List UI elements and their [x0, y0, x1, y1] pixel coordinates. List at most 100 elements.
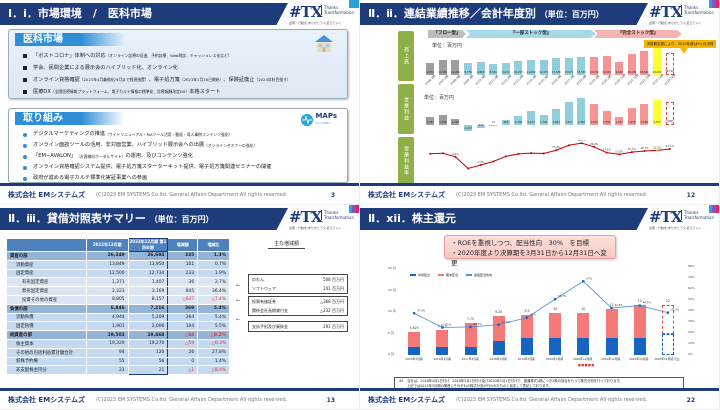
profit-bar: 4,569 — [575, 95, 588, 140]
svg-text:32.0%: 32.0% — [577, 140, 586, 142]
sales-bar: 9,818 — [474, 45, 487, 75]
dividend-bar: 9.5 — [513, 267, 541, 355]
corner-color-bars — [709, 0, 719, 8]
dividend-bar: 12 — [626, 267, 654, 355]
page-number: 13 — [326, 396, 335, 404]
balance-sheet-table: 2022年12月期 2023年12月期 第1四半期 増減額 増減比 資産の部 26… — [6, 238, 230, 376]
profit-bar: 71 — [489, 120, 498, 125]
copyright: (C)2023 EM SYSTEMS Co.ltd. General Affai… — [96, 192, 288, 198]
pulse-icon — [301, 114, 314, 126]
table-row: 資産の部 26,349 26,684 335 1.3% — [6, 251, 230, 261]
sales-bar: 9,840 — [613, 45, 626, 75]
bullet-item: 医療DX （全国医療情報プラットフォーム、電子カルテ情報の標準化、診療報酬改定DX… — [23, 86, 341, 98]
table-row: 非支配株主持分 23 21 △1 △8.4% — [6, 365, 230, 376]
corner-color-bars — [349, 0, 359, 8]
operating-profit-chart: 1,357 1,798 1,050 -1,027 -530 71 925 1,506 2,475… — [424, 95, 686, 140]
sales-bar: 10,257 — [512, 45, 525, 75]
profit-bar: 1,506 — [512, 95, 525, 140]
note-box: 支払手形及び買掛金 291 百万円 — [248, 321, 348, 332]
profit-bar: 2,802 — [550, 95, 563, 140]
sales-chart: 9,070 11,300 11,200 8,776 9,818 8,300 9,010 10,… — [424, 45, 686, 75]
table-row: 固定資産 12,500 12,734 233 1.9% — [6, 268, 230, 279]
table-row: 流動負債 4,944 5,209 264 5.4% — [6, 312, 230, 323]
sales-bar: 13,108 — [550, 45, 563, 75]
panel-heading: 取り組み — [15, 112, 125, 125]
table-row: 無形固定資産 2,323 3,169 845 36.4% — [6, 286, 230, 296]
profit-bar: 2,380 — [600, 95, 613, 140]
sales-bar: 9,010 — [500, 45, 513, 75]
note-box: のれん 508 百万円 ソフトウェア 241 百万円 — [248, 274, 348, 294]
svg-text:67%: 67% — [586, 276, 592, 280]
sales-bar: 13,353 — [575, 45, 588, 75]
svg-text:34%: 34% — [530, 313, 536, 317]
sales-bar: 8,300 — [487, 45, 500, 75]
initiatives-bullets: デジタルマーケティングの推進 （サイトリニューアル・MAツール活用・動画・導入事例… — [23, 129, 341, 184]
arrow-icon: ← — [236, 298, 241, 304]
profit-bar: 4,317 — [651, 95, 664, 140]
bullet-item: 政府が進める電子カルテ標準化実証事業への参画 — [23, 173, 341, 184]
table-row: 負債の部 6,846 7,216 369 5.4% — [6, 303, 230, 314]
profit-bar: 3,977 — [563, 95, 576, 140]
dividend-bar: 7.75 — [456, 267, 484, 355]
sales-bar: 13,139 — [588, 45, 601, 75]
sales-bar: 8,776 — [462, 45, 475, 75]
sales-bar: 14,023 — [600, 45, 613, 75]
bullet-item: オンライン資格確認システム提供、電子処方箋スターターキット提供、電子処方箋関連セ… — [23, 162, 341, 173]
initiatives-panel: 取り組み MAPs for CLINIC デジタルマーケティングの推進 （サイトリニ… — [8, 108, 348, 183]
sales-bar: 11,069 — [525, 45, 538, 75]
legend-interim: 中間配当 — [410, 273, 430, 277]
profit-bar: 1,357 — [613, 95, 626, 140]
slide-consolidated-results: Ⅱ．ⅱ．連結業績推移／会計年度別 （単位：百万円） #TX Thanks Tran… — [360, 0, 720, 205]
table-row: 株主資本 19,329 19,270 △59 △0.3% — [6, 338, 230, 349]
svg-text:38.5%: 38.5% — [671, 308, 680, 312]
fiscal-change-callout: 決算期変更により、2020年度は9ヶ月決算 — [644, 40, 716, 54]
footer-divider — [360, 183, 719, 186]
table-row: 有形固定資産 1,371 1,407 36 2.7% — [6, 277, 230, 288]
profit-bar: 1,357 — [424, 95, 437, 140]
svg-text:25.5%: 25.5% — [474, 322, 483, 326]
company-logo: 株式会社 EMシステムズ — [8, 191, 85, 199]
svg-text:17.0%: 17.0% — [603, 148, 612, 152]
x-axis: 2015年3月期 2016年3月期 2017年3月期 2018年3月期 2019年3月期… — [405, 357, 680, 361]
slide-title: Ⅱ．ⅲ．貸借対照表サマリー （単位：百万円） — [0, 208, 288, 230]
svg-text:-7.9%: -7.9% — [477, 160, 485, 164]
footer-divider — [360, 388, 719, 391]
sales-bar: 9,070 — [424, 45, 437, 75]
tx-logo: #TX Thanks Transformation 患者・行動を'ありがとう'に変… — [649, 208, 715, 230]
svg-text:50.7%: 50.7% — [558, 294, 567, 298]
svg-text:42.8%: 42.8% — [615, 303, 624, 307]
slide-market-environment: Ⅰ．ⅰ．市場環境 / 医科市場 #TX Thanks Transformation… — [0, 0, 360, 205]
maps-logo: MAPs for CLINIC — [301, 113, 337, 127]
table-row: 新株予約権 55 56 0 1.4% — [6, 356, 230, 367]
profit-bar: 1,050 — [449, 95, 462, 140]
profit-bar: 3,950 — [663, 95, 676, 140]
bullet-item: 「ポストコロナ」体制への対応 （オンライン診療の促進、予約診療、Web問診、キャッ… — [23, 50, 341, 62]
slide-footer: 株式会社 EMシステムズ (C)2023 EM SYSTEMS Co.ltd. … — [0, 188, 359, 202]
profit-bar: 3,596 — [638, 95, 651, 140]
dividend-bar: 10 — [541, 267, 569, 355]
notes-title: 主な増減額 — [268, 240, 306, 249]
corner-color-bars — [709, 205, 719, 213]
slide-footer: 株式会社 EMシステムズ (C)2023 EM SYSTEMS Co.ltd. … — [368, 191, 695, 199]
dividend-bar: 10 — [569, 267, 597, 355]
profit-bar: -530 — [476, 124, 485, 129]
table-row: 投資その他の資産 8,805 8,157 △647 △7.4% — [6, 294, 230, 305]
tab-operating-profit: 営業利益 — [398, 84, 414, 134]
page-number: 12 — [686, 191, 695, 199]
operating-margin-chart: 9.4% -7.9% 15.4% 32.0% 29.0% 17.0%13.8% 15.7% 1… — [429, 140, 674, 170]
profit-bar: 3,620 — [588, 95, 601, 140]
arrow-icon: ← — [236, 283, 241, 289]
profit-bar: 2,878 — [626, 95, 639, 140]
bullet-item: デジタルマーケティングの推進 （サイトリニューアル・MAツール活用・動画・導入事例… — [23, 129, 341, 140]
slide-title: Ⅱ．ⅱ．連結業績推移／会計年度別 （単位：百万円） — [360, 3, 648, 25]
footer-divider — [0, 183, 359, 186]
table-row: その他の包括利益累計額合計 94 120 26 27.8% — [6, 347, 230, 358]
slide-footer: 株式会社 EMシステムズ (C)2023 EM SYSTEMS Co.ltd. … — [8, 396, 335, 404]
tx-logo: #TX Thanks Transformation 患者・行動を'ありがとう'に変… — [289, 3, 355, 25]
svg-text:15.4%: 15.4% — [552, 145, 561, 149]
dividend-bar: 5.625 — [400, 267, 428, 355]
dividend-policy-box: ・ROEを重視しつつ、配当性向 30% を目標 ・2020年度より決算期を3月3… — [444, 235, 616, 267]
panel-heading: 医科市場 — [15, 33, 125, 46]
svg-text:18.7%: 18.7% — [640, 146, 649, 150]
